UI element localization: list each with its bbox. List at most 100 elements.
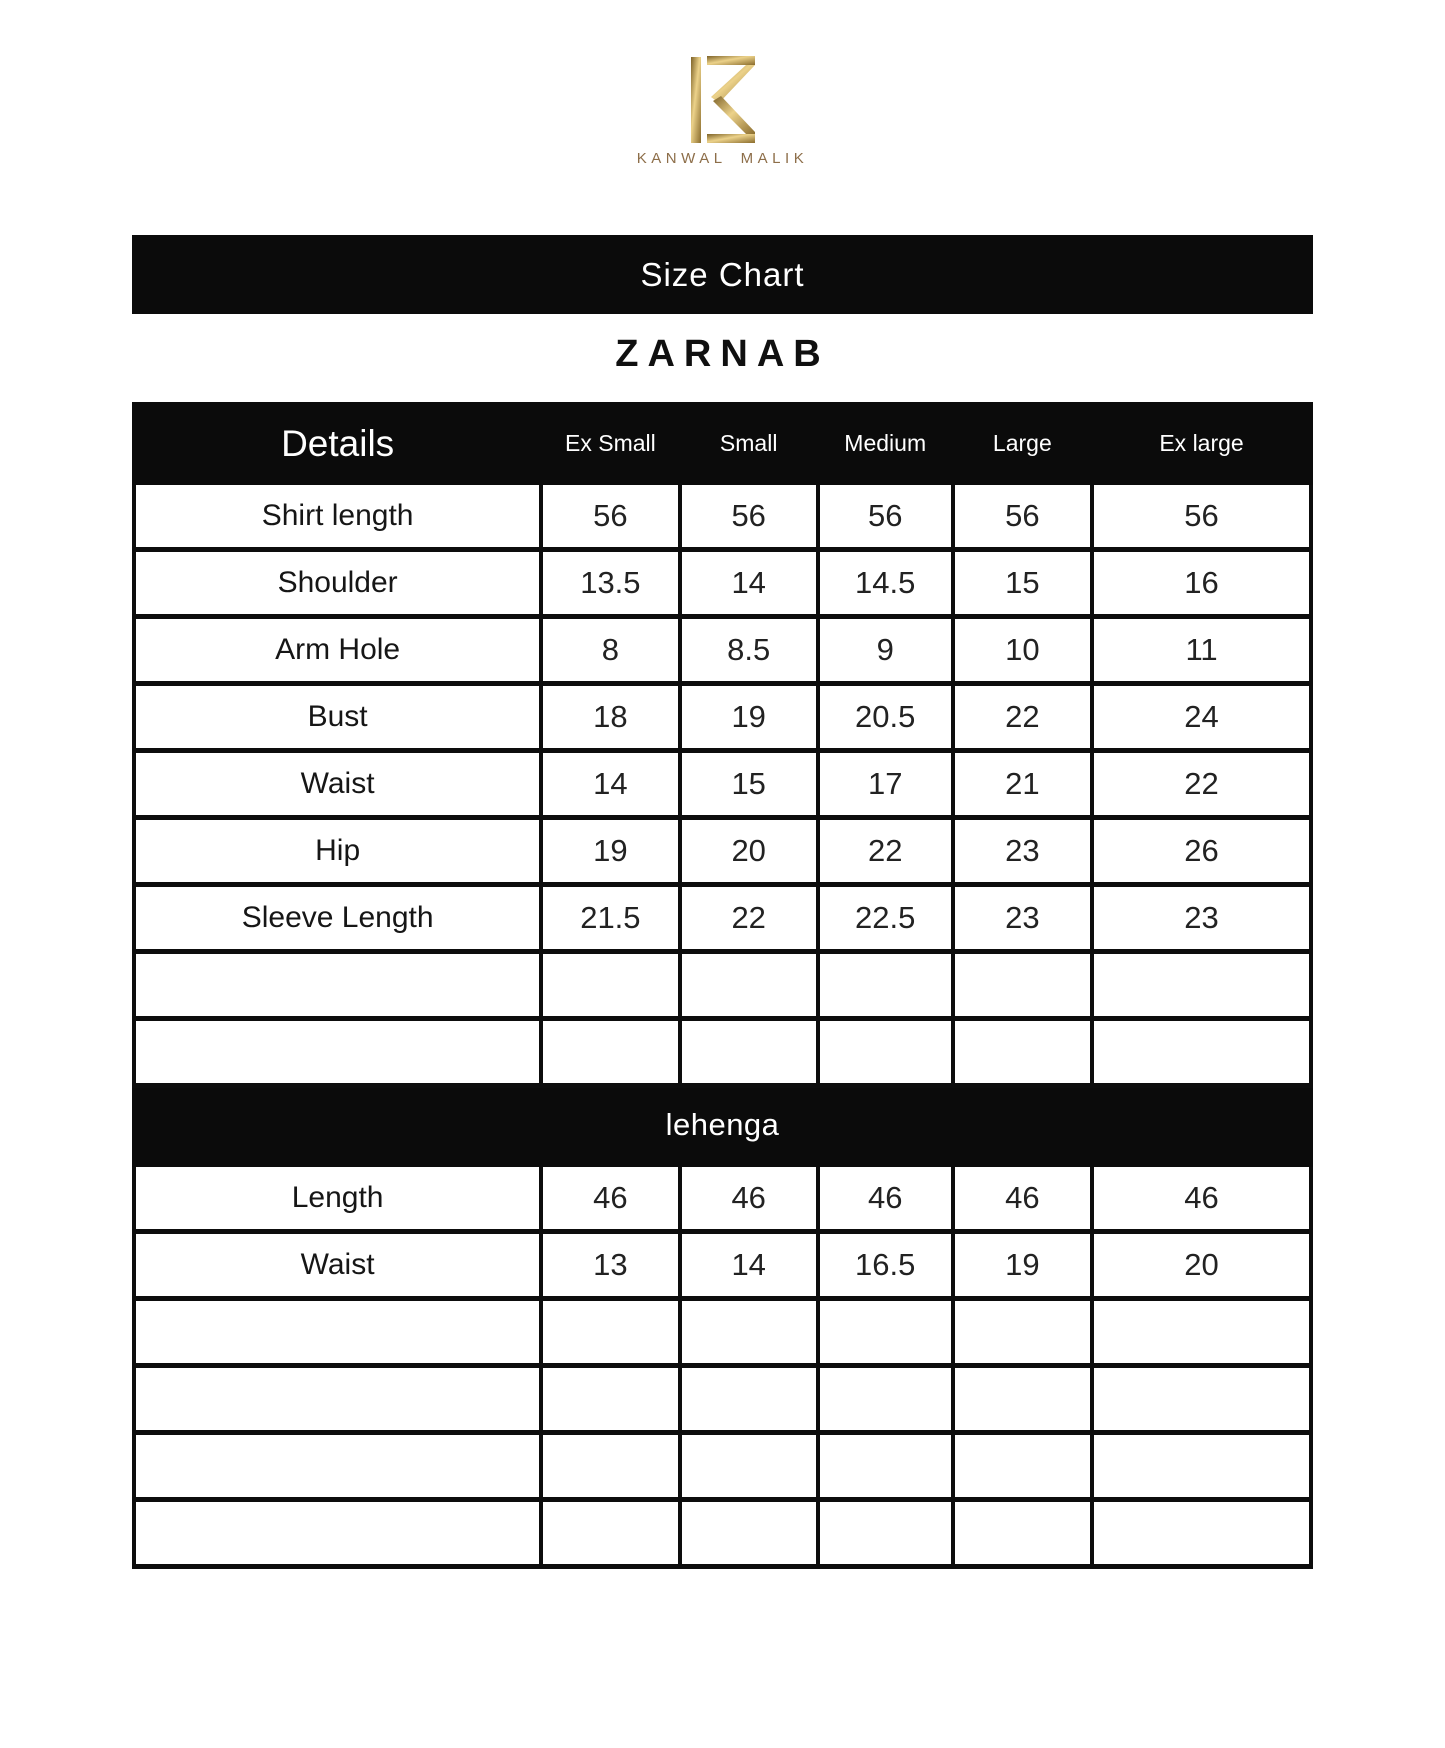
- row-label: Bust: [131, 681, 544, 753]
- size-value: [815, 1296, 955, 1368]
- size-value: 56: [1090, 480, 1313, 552]
- size-value: 56: [815, 480, 955, 552]
- brand-logo: KANWAL MALIK: [0, 0, 1445, 167]
- size-value: 46: [815, 1162, 955, 1234]
- size-value: [1090, 1363, 1313, 1435]
- size-value: [539, 1016, 682, 1088]
- size-value: 46: [950, 1162, 1095, 1234]
- size-value: [677, 949, 820, 1021]
- size-value: [950, 1363, 1095, 1435]
- column-header-large: Large: [950, 402, 1095, 485]
- row-label: Sleeve Length: [131, 882, 544, 954]
- size-value: [539, 1430, 682, 1502]
- size-value: 16: [1090, 547, 1313, 619]
- size-value: [815, 949, 955, 1021]
- size-value: 8.5: [677, 614, 820, 686]
- table-row-shirt-length: Shirt length 56 56 56 56 56: [131, 480, 1313, 552]
- table-row-bust: Bust 18 19 20.5 22 24: [131, 681, 1313, 753]
- size-value: 8: [539, 614, 682, 686]
- size-value: 19: [539, 815, 682, 887]
- size-value: 20.5: [815, 681, 955, 753]
- size-value: 23: [950, 815, 1095, 887]
- size-value: 22: [950, 681, 1095, 753]
- size-value: 14: [539, 748, 682, 820]
- column-header-small: Small: [677, 402, 820, 485]
- row-label: [131, 1363, 544, 1435]
- size-value: 17: [815, 748, 955, 820]
- size-chart-banner-label: Size Chart: [640, 255, 805, 293]
- k-monogram-icon: [690, 56, 755, 143]
- size-value: 56: [539, 480, 682, 552]
- size-value: 22.5: [815, 882, 955, 954]
- row-label: [131, 1016, 544, 1088]
- table-row-arm-hole: Arm Hole 8 8.5 9 10 11: [131, 614, 1313, 686]
- size-value: [815, 1363, 955, 1435]
- lehenga-section-label: lehenga: [132, 1083, 1313, 1167]
- row-label: Shoulder: [131, 547, 544, 619]
- size-value: 16.5: [815, 1229, 955, 1301]
- size-value: [677, 1430, 820, 1502]
- table-row-shoulder: Shoulder 13.5 14 14.5 15 16: [131, 547, 1313, 619]
- row-label: Length: [131, 1162, 544, 1234]
- size-value: [539, 1363, 682, 1435]
- size-value: 56: [950, 480, 1095, 552]
- size-value: 46: [1090, 1162, 1313, 1234]
- size-value: 15: [677, 748, 820, 820]
- table-row-empty: [131, 949, 1313, 1021]
- size-value: 20: [1090, 1229, 1313, 1301]
- size-value: 24: [1090, 681, 1313, 753]
- table-header-row: Details Ex Small Small Medium Large Ex l…: [131, 402, 1313, 485]
- size-value: [677, 1296, 820, 1368]
- size-value: [677, 1497, 820, 1569]
- row-label: Waist: [131, 748, 544, 820]
- size-value: 22: [815, 815, 955, 887]
- row-label: [131, 1296, 544, 1368]
- size-value: 22: [677, 882, 820, 954]
- size-value: 26: [1090, 815, 1313, 887]
- size-value: 14: [677, 1229, 820, 1301]
- size-value: 22: [1090, 748, 1313, 820]
- table-row-empty: [131, 1497, 1313, 1569]
- size-value: [950, 949, 1095, 1021]
- size-value: [950, 1430, 1095, 1502]
- size-value: 9: [815, 614, 955, 686]
- size-value: [677, 1363, 820, 1435]
- table-row-lehenga-length: Length 46 46 46 46 46: [131, 1162, 1313, 1234]
- size-value: 14: [677, 547, 820, 619]
- table-row-hip: Hip 19 20 22 23 26: [131, 815, 1313, 887]
- size-value: 14.5: [815, 547, 955, 619]
- size-value: 19: [950, 1229, 1095, 1301]
- column-header-ex-large: Ex large: [1090, 402, 1313, 485]
- size-value: [539, 949, 682, 1021]
- size-value: 56: [677, 480, 820, 552]
- row-label: [131, 949, 544, 1021]
- table-row-waist: Waist 14 15 17 21 22: [131, 748, 1313, 820]
- column-header-details: Details: [131, 402, 544, 485]
- size-value: [539, 1296, 682, 1368]
- row-label: Waist: [131, 1229, 544, 1301]
- size-value: [815, 1497, 955, 1569]
- size-value: 21.5: [539, 882, 682, 954]
- size-value: [677, 1016, 820, 1088]
- size-value: 11: [1090, 614, 1313, 686]
- size-value: [950, 1016, 1095, 1088]
- size-value: 46: [539, 1162, 682, 1234]
- size-table: Details Ex Small Small Medium Large Ex l…: [131, 402, 1313, 1569]
- size-value: [950, 1296, 1095, 1368]
- row-label: Hip: [131, 815, 544, 887]
- product-title: ZARNAB: [615, 333, 830, 375]
- size-value: [1090, 949, 1313, 1021]
- size-value: [950, 1497, 1095, 1569]
- row-label: Arm Hole: [131, 614, 544, 686]
- size-value: 13.5: [539, 547, 682, 619]
- size-value: [1090, 1016, 1313, 1088]
- size-value: 19: [677, 681, 820, 753]
- size-value: [815, 1430, 955, 1502]
- table-row-lehenga-waist: Waist 13 14 16.5 19 20: [131, 1229, 1313, 1301]
- row-label: [131, 1430, 544, 1502]
- lehenga-section-bar: lehenga: [132, 1083, 1313, 1167]
- column-header-medium: Medium: [815, 402, 955, 485]
- table-row-empty: [131, 1016, 1313, 1088]
- size-value: 21: [950, 748, 1095, 820]
